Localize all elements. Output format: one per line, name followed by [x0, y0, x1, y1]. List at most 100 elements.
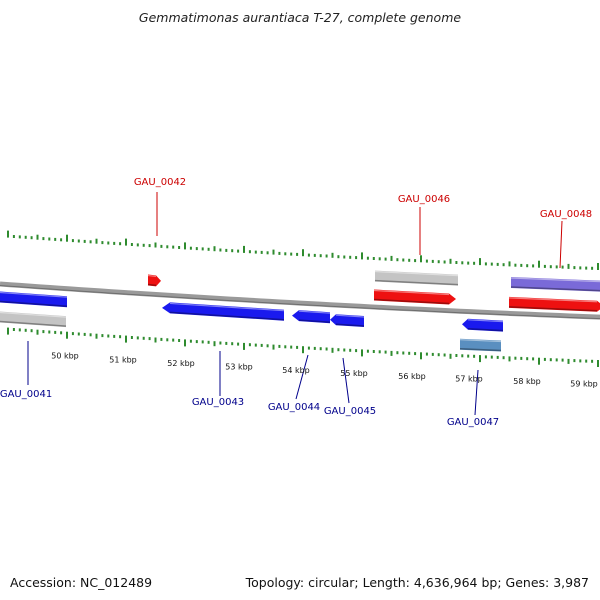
- inner-tick: [184, 339, 186, 347]
- outer-tick: [408, 258, 411, 262]
- outer-tick: [396, 258, 399, 262]
- inner-tick: [12, 328, 15, 331]
- outer-tick: [119, 242, 122, 246]
- ruler-label: 59 kbp: [570, 380, 598, 389]
- inner-tick: [166, 338, 169, 342]
- outer-tick: [107, 241, 110, 245]
- gene-label: GAU_0043: [192, 397, 244, 408]
- outer-tick: [195, 247, 198, 251]
- outer-tick: [148, 244, 151, 248]
- inner-tick: [526, 357, 529, 361]
- inner-tick: [361, 349, 363, 357]
- outer-tick: [514, 263, 517, 267]
- inner-tick: [213, 341, 216, 347]
- outer-tick: [567, 263, 570, 269]
- outer-tick: [449, 258, 452, 264]
- outer-tick: [290, 252, 293, 256]
- outer-tick: [437, 260, 440, 264]
- inner-tick: [178, 339, 181, 342]
- accession-text: Accession: NC_012489: [10, 575, 153, 590]
- inner-tick: [585, 359, 588, 363]
- inner-tick: [431, 352, 434, 356]
- outer-tick: [532, 264, 535, 268]
- inner-tick: [437, 353, 440, 357]
- outer-tick: [496, 262, 499, 266]
- inner-tick: [591, 359, 594, 363]
- outer-tick: [443, 260, 446, 264]
- gene-gau-0046-cds: [374, 270, 459, 286]
- outer-tick: [172, 245, 175, 249]
- gene-features: [0, 270, 600, 352]
- inner-tick: [24, 328, 27, 332]
- outer-tick: [425, 259, 428, 263]
- backbone-shadow: [0, 285, 600, 320]
- outer-tick: [561, 265, 564, 269]
- outer-tick: [71, 239, 74, 243]
- gene-label: GAU_0044: [268, 402, 320, 413]
- outer-tick: [479, 258, 481, 266]
- ruler-label: 51 kbp: [109, 355, 137, 364]
- outer-tick: [473, 261, 476, 265]
- gene-gau-0048-cds: [510, 277, 600, 292]
- inner-tick: [467, 354, 470, 358]
- outer-tick: [30, 236, 33, 240]
- inner-tick: [449, 353, 452, 359]
- label-leader-line: [342, 357, 350, 404]
- outer-tick: [549, 265, 552, 269]
- outer-tick: [284, 252, 287, 256]
- inner-tick: [48, 330, 51, 334]
- ruler-label: 58 kbp: [513, 377, 541, 386]
- outer-tick: [543, 264, 546, 268]
- outer-tick: [231, 249, 234, 253]
- outer-tick: [366, 256, 369, 260]
- outer-tick: [66, 234, 68, 242]
- outer-tick: [54, 237, 57, 241]
- inner-tick: [130, 336, 133, 339]
- inner-tick: [195, 340, 198, 344]
- outer-tick: [325, 254, 328, 258]
- inner-tick: [378, 350, 381, 354]
- outer-tick: [461, 261, 464, 265]
- inner-tick: [549, 358, 552, 362]
- outer-tick: [201, 247, 204, 251]
- outer-tick: [166, 245, 169, 249]
- ruler-label: 55 kbp: [340, 369, 368, 378]
- inner-tick: [443, 353, 446, 357]
- ruler-label: 53 kbp: [225, 363, 253, 372]
- outer-tick: [160, 244, 163, 248]
- outer-tick: [431, 259, 434, 263]
- outer-tick: [207, 247, 210, 251]
- inner-tick: [18, 328, 21, 332]
- outer-tick: [343, 255, 346, 259]
- outer-tick: [243, 245, 245, 253]
- inner-tick: [514, 356, 517, 360]
- inner-tick: [538, 357, 540, 365]
- ruler-label: 56 kbp: [398, 372, 426, 381]
- inner-tick: [243, 342, 245, 350]
- ruler-label: 54 kbp: [282, 366, 310, 375]
- outer-tick: [18, 235, 21, 239]
- gene-gau-0041: [0, 291, 68, 308]
- inner-tick: [231, 342, 234, 346]
- outer-tick: [361, 252, 363, 260]
- inner-tick: [136, 336, 139, 340]
- outer-tick: [142, 243, 145, 247]
- inner-tick: [66, 331, 68, 339]
- gene-labels: GAU_0041 GAU_0042 GAU_0043 GAU_0044 GAU_0045…: [0, 177, 592, 428]
- inner-tick: [372, 350, 375, 353]
- outer-tick: [89, 240, 92, 244]
- ruler-label: 50 kbp: [51, 352, 79, 361]
- outer-tick: [390, 255, 393, 261]
- inner-tick: [408, 351, 411, 355]
- outer-tick: [467, 261, 470, 265]
- gene-gau-0047-cds: [459, 338, 502, 352]
- outer-tick: [12, 235, 15, 238]
- inner-tick: [479, 355, 481, 363]
- inner-tick: [148, 337, 151, 341]
- inner-tick: [296, 345, 299, 349]
- inner-tick: [532, 357, 535, 361]
- outer-tick: [302, 249, 304, 257]
- outer-tick: [313, 253, 316, 257]
- outer-tick: [7, 230, 9, 238]
